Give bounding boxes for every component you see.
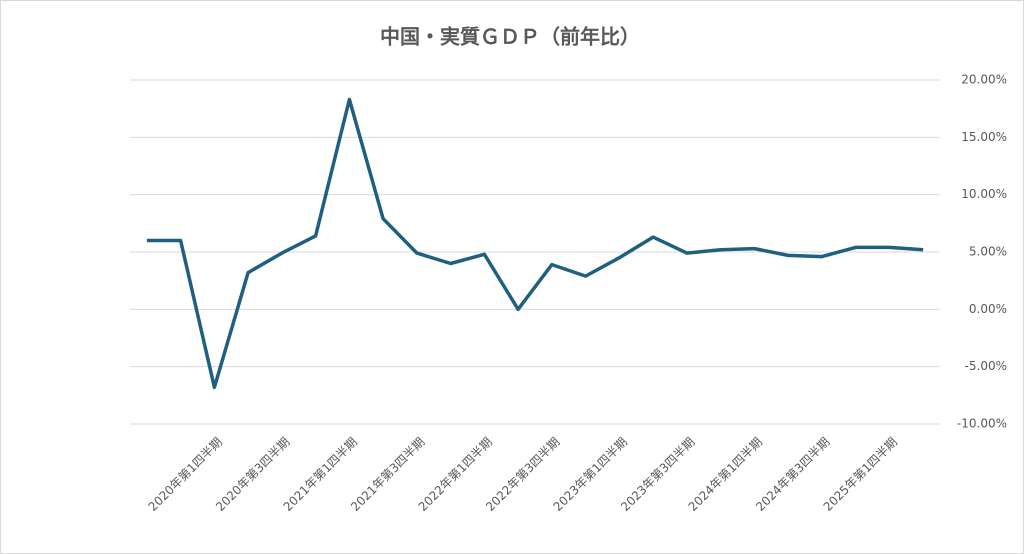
y-tick-label: 5.00% [969,245,1007,259]
y-tick-label: 10.00% [961,187,1007,201]
chart-title: 中国・実質ＧＤＰ（前年比） [380,25,640,49]
y-tick-label: -10.00% [957,417,1007,431]
y-tick-label: 0.00% [969,302,1007,316]
line-series [146,97,924,390]
y-tick-label: -5.00% [965,359,1007,373]
y-tick-label: 20.00% [961,73,1007,87]
y-tick-label: 15.00% [961,130,1007,144]
